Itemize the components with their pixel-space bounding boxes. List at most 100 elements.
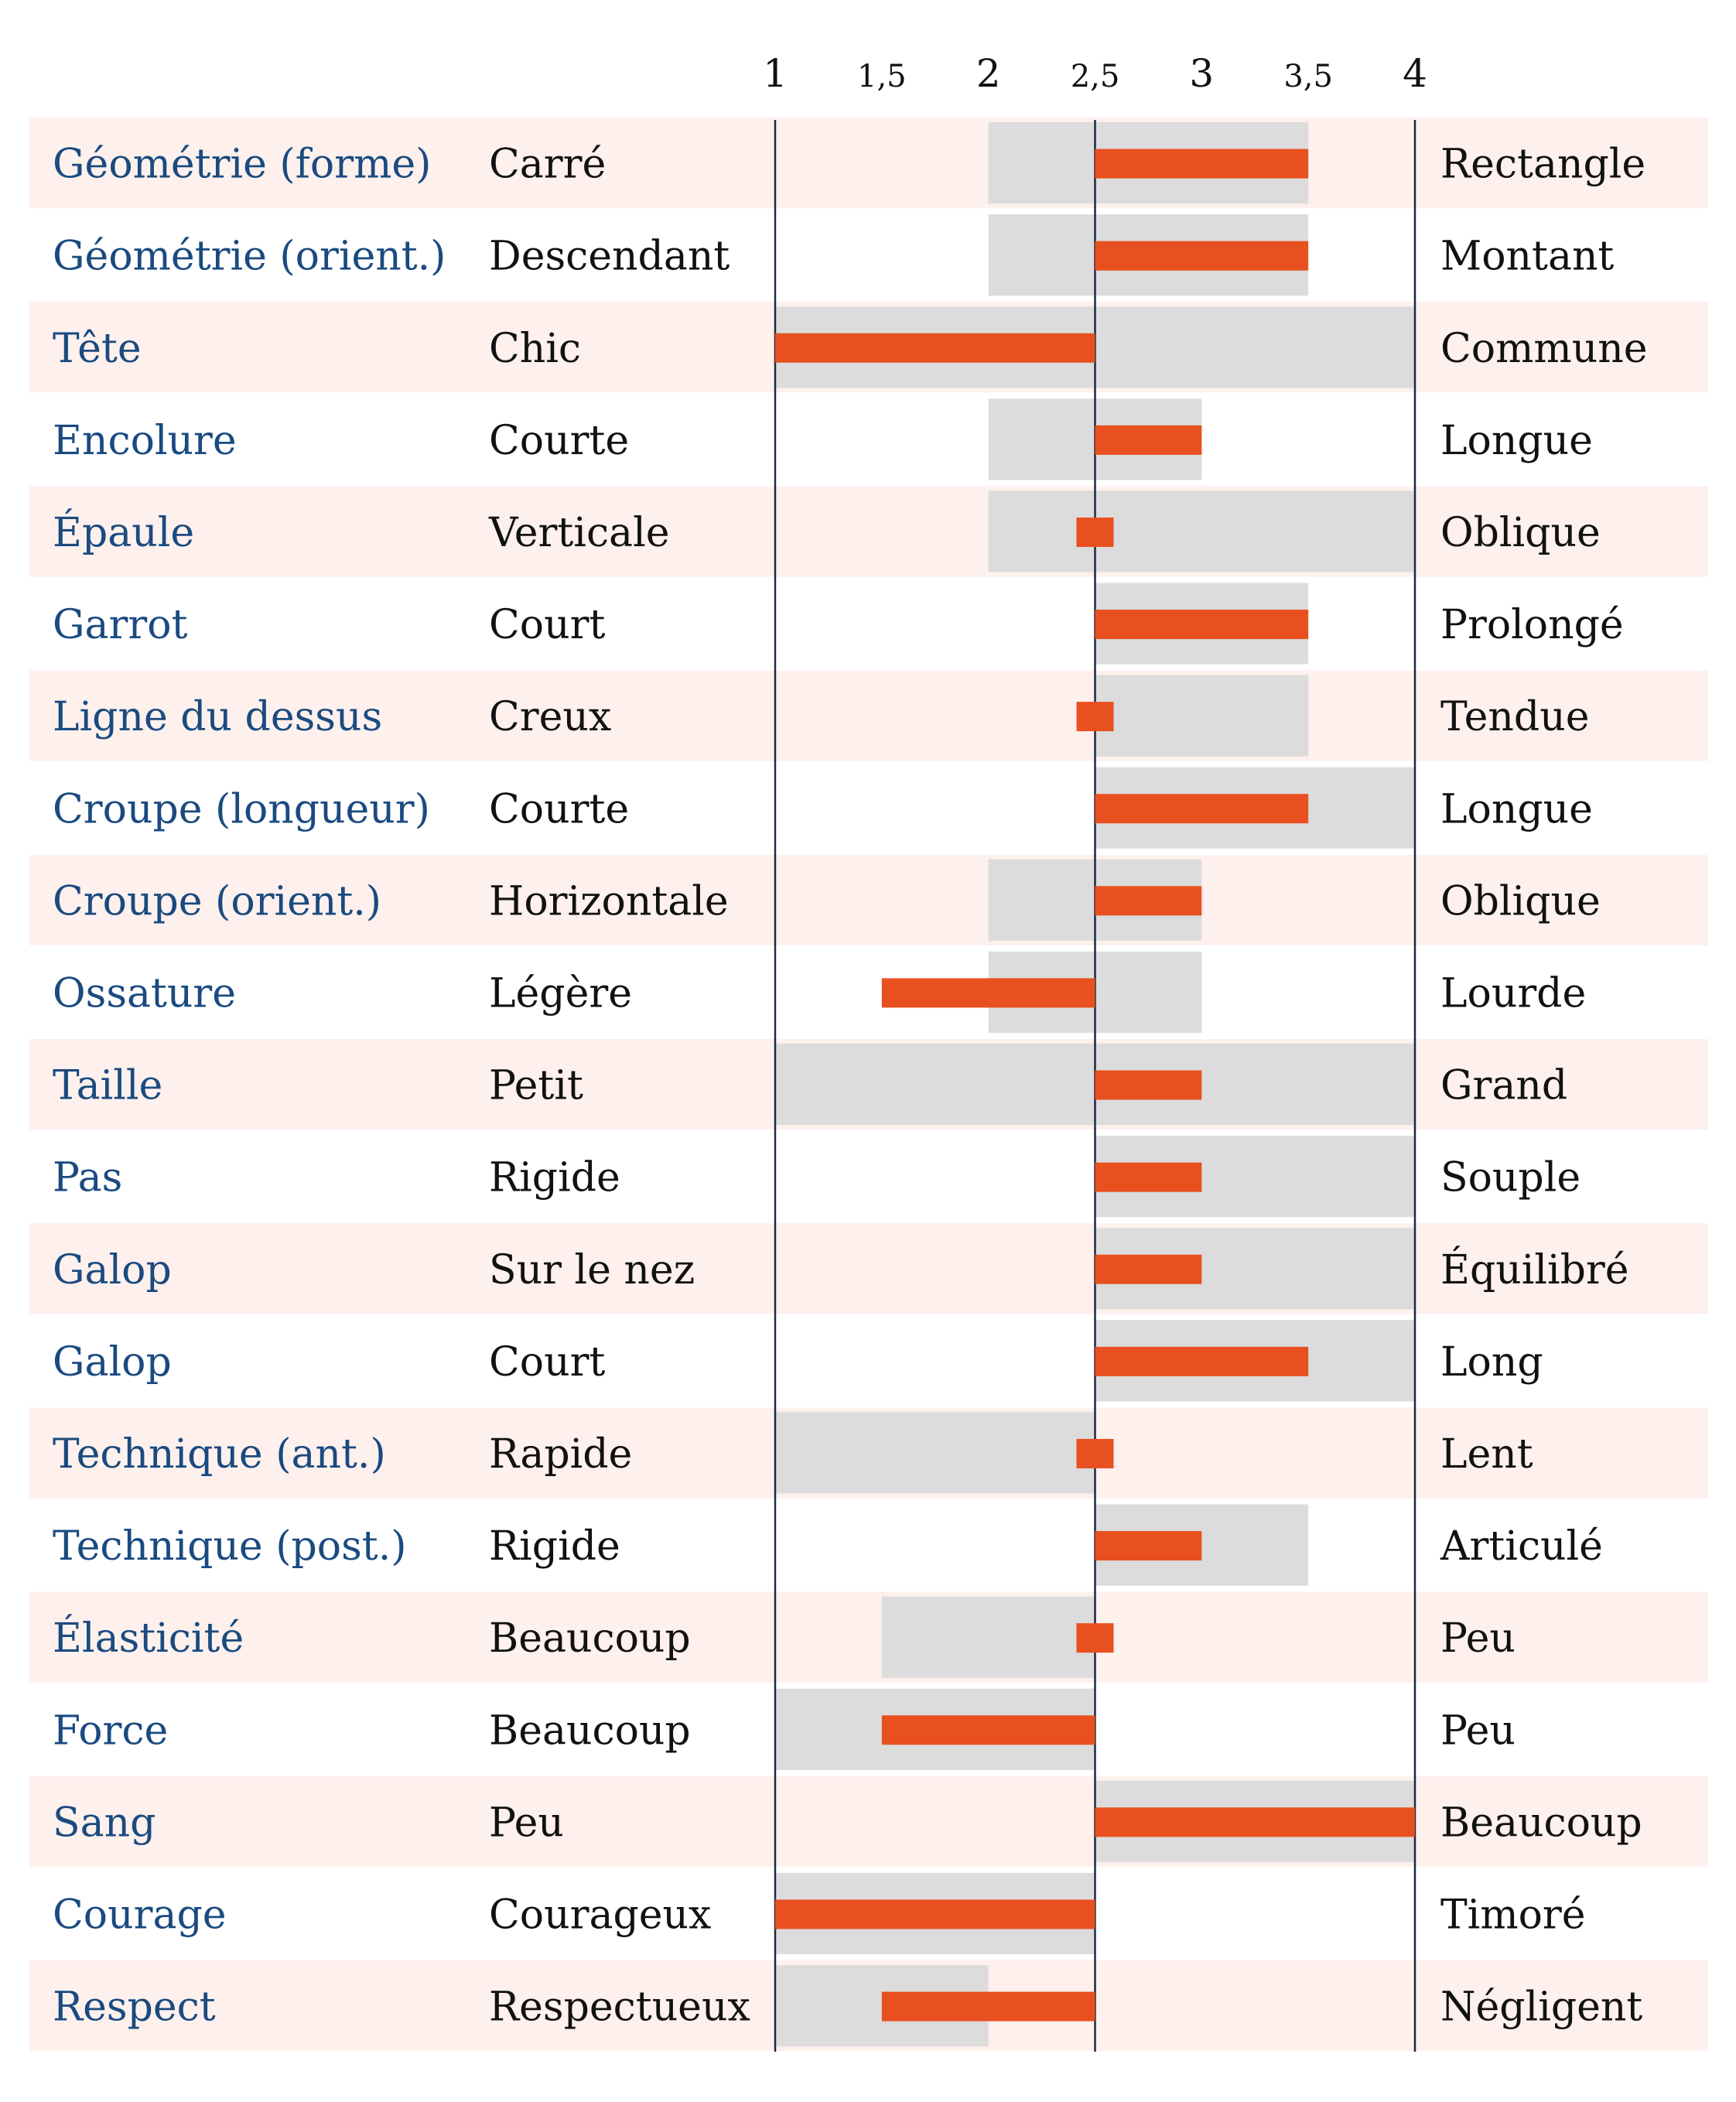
- trait-label: Taille: [53, 1063, 162, 1109]
- left-pole-label: Courte: [489, 418, 629, 464]
- left-pole-label: Verticale: [488, 510, 669, 556]
- right-pole-label: Négligent: [1440, 1984, 1642, 2031]
- trait-label: Sang: [53, 1800, 155, 1846]
- trait-label: Galop: [53, 1339, 172, 1386]
- value-bar: [1095, 886, 1202, 916]
- trait-label: Tête: [53, 326, 142, 372]
- value-bar: [1076, 517, 1114, 547]
- value-bar: [1095, 1346, 1309, 1376]
- range-bar: [881, 1596, 1095, 1678]
- value-bar: [1076, 1438, 1114, 1468]
- left-pole-label: Légère: [489, 970, 632, 1017]
- right-pole-label: Timoré: [1440, 1892, 1586, 1938]
- row-band: [29, 1776, 1708, 1867]
- tick-label: 3: [1189, 51, 1214, 96]
- left-pole-label: Peu: [489, 1800, 564, 1846]
- left-pole-label: Court: [489, 1339, 605, 1386]
- right-pole-label: Rectangle: [1440, 142, 1645, 188]
- right-pole-label: Long: [1440, 1339, 1543, 1386]
- value-bar: [1095, 149, 1309, 179]
- trait-label: Technique (ant.): [53, 1431, 386, 1478]
- trait-label: Garrot: [53, 602, 188, 648]
- trait-label: Épaule: [53, 508, 194, 556]
- value-bar: [1095, 1254, 1202, 1284]
- left-pole-label: Creux: [489, 694, 611, 740]
- right-pole-label: Prolongé: [1440, 602, 1624, 648]
- left-pole-label: Chic: [489, 326, 581, 372]
- value-bar: [1095, 610, 1309, 640]
- left-pole-label: Courageux: [489, 1892, 711, 1938]
- right-pole-label: Peu: [1440, 1615, 1516, 1662]
- row-band: [29, 486, 1708, 577]
- right-pole-label: Grand: [1440, 1063, 1567, 1109]
- trait-label: Élasticité: [53, 1614, 244, 1662]
- right-pole-label: Lourde: [1440, 970, 1586, 1017]
- row-band: [29, 1591, 1708, 1683]
- trait-label: Respect: [53, 1984, 216, 2031]
- left-pole-label: Beaucoup: [489, 1707, 691, 1754]
- value-bar: [775, 333, 1095, 363]
- right-pole-label: Articulé: [1440, 1523, 1603, 1570]
- row-band: [29, 1223, 1708, 1314]
- trait-label: Ossature: [53, 970, 236, 1017]
- value-bar: [1095, 241, 1309, 271]
- value-bar: [881, 1715, 1095, 1745]
- range-bar: [775, 1412, 1095, 1494]
- left-pole-label: Courte: [489, 786, 629, 832]
- value-bar: [1076, 1623, 1114, 1653]
- right-pole-label: Longue: [1440, 786, 1593, 832]
- right-pole-label: Oblique: [1440, 878, 1601, 925]
- trait-label: Croupe (orient.): [53, 878, 381, 925]
- left-pole-label: Carré: [489, 142, 606, 188]
- value-bar: [1095, 425, 1202, 455]
- value-bar: [1076, 702, 1114, 732]
- range-bar: [988, 490, 1415, 572]
- right-pole-label: Équilibré: [1440, 1246, 1629, 1294]
- tick-label: 2: [976, 51, 1001, 96]
- value-bar: [881, 978, 1095, 1008]
- right-pole-label: Beaucoup: [1440, 1800, 1642, 1846]
- left-pole-label: Petit: [489, 1063, 583, 1109]
- left-pole-label: Sur le nez: [489, 1247, 695, 1294]
- value-bar: [1095, 1070, 1202, 1100]
- value-bar: [881, 1991, 1095, 2022]
- trait-label: Croupe (longueur): [53, 786, 430, 832]
- value-bar: [1095, 1807, 1415, 1837]
- left-pole-label: Respectueux: [489, 1984, 750, 2031]
- trait-label: Géométrie (orient.): [53, 234, 446, 280]
- value-bar: [1095, 1531, 1202, 1561]
- value-bars: [775, 149, 1415, 2022]
- tick-label: 1,5: [857, 59, 907, 94]
- row-band: [29, 670, 1708, 761]
- trait-label: Géométrie (forme): [53, 142, 431, 188]
- row-band: [29, 854, 1708, 945]
- right-pole-label: Longue: [1440, 418, 1593, 464]
- trait-label: Force: [53, 1707, 168, 1754]
- left-pole-label: Horizontale: [489, 878, 729, 925]
- value-bar: [1095, 1162, 1202, 1192]
- right-pole-label: Montant: [1440, 234, 1614, 280]
- left-pole-label: Beaucoup: [489, 1615, 691, 1662]
- value-bar: [775, 1899, 1095, 1929]
- value-bar: [1095, 794, 1309, 824]
- left-pole-label: Rigide: [489, 1155, 620, 1201]
- trait-label: Encolure: [53, 418, 237, 464]
- left-pole-label: Rapide: [489, 1431, 632, 1478]
- tick-label: 2,5: [1071, 59, 1120, 94]
- tick-label: 1: [763, 51, 788, 96]
- right-pole-label: Souple: [1440, 1155, 1581, 1201]
- right-pole-label: Commune: [1440, 326, 1647, 372]
- right-pole-label: Lent: [1440, 1431, 1533, 1478]
- left-pole-label: Rigide: [489, 1523, 620, 1570]
- right-pole-label: Oblique: [1440, 510, 1601, 556]
- trait-label: Technique (post.): [53, 1523, 407, 1570]
- left-pole-label: Court: [489, 602, 605, 648]
- tick-label: 3,5: [1283, 59, 1333, 94]
- tick-labels: 1 1,5 2 2,5 3 3,5 4: [763, 51, 1427, 96]
- trait-label: Galop: [53, 1247, 172, 1294]
- trait-label: Courage: [53, 1892, 227, 1938]
- left-pole-label: Descendant: [489, 234, 730, 280]
- trait-label: Ligne du dessus: [53, 694, 382, 740]
- trait-label: Pas: [53, 1155, 122, 1201]
